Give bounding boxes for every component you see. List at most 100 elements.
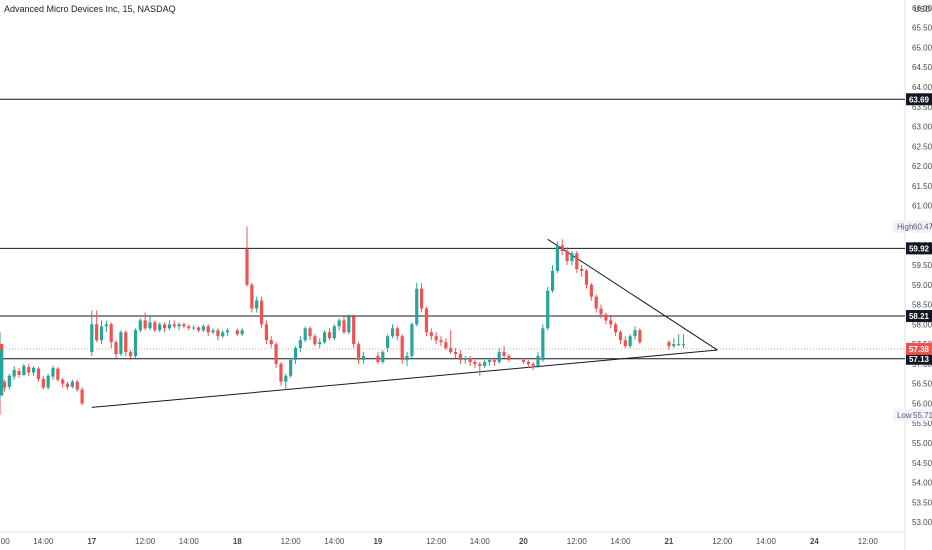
candle-body xyxy=(65,383,70,387)
candle-body xyxy=(536,355,540,366)
candle-body xyxy=(546,290,550,329)
y-tick-label: 54.50 xyxy=(912,459,932,468)
candle-body xyxy=(211,330,215,333)
candle-body xyxy=(376,355,380,362)
candle-body xyxy=(614,324,618,333)
level-tag-label: 59.92 xyxy=(909,244,930,253)
candle-body xyxy=(221,332,225,337)
currency-label: USD xyxy=(914,5,931,14)
candle-body xyxy=(361,355,365,360)
candle-body xyxy=(497,352,501,362)
candle-body xyxy=(526,361,530,364)
candle-body xyxy=(420,288,424,309)
x-tick-label: 12:00 xyxy=(712,537,733,546)
y-tick-label: 58.50 xyxy=(912,301,932,310)
candle-body xyxy=(609,320,613,325)
candle-body xyxy=(618,332,623,341)
candle-body xyxy=(162,324,167,329)
candle-body xyxy=(80,389,84,404)
candle-body xyxy=(284,375,288,382)
candle-body xyxy=(594,296,598,309)
candle-body xyxy=(216,330,220,337)
x-tick-label: 14:00 xyxy=(179,537,200,546)
candle-body xyxy=(250,284,254,309)
candle-body xyxy=(201,326,205,331)
level-tag-bg xyxy=(906,352,932,365)
candle-body xyxy=(565,251,569,262)
x-tick-label: 14:00 xyxy=(33,537,54,546)
price-axis[interactable]: 53.00 53.50 54.00 54.50 55.00 55.50 56.00 56.50… xyxy=(912,4,932,527)
level-tag-label: 57.13 xyxy=(909,355,930,364)
candle-body xyxy=(138,320,142,331)
candle-body xyxy=(143,320,147,329)
candle-body xyxy=(293,348,298,360)
candle-body xyxy=(487,359,492,362)
candle-body xyxy=(502,352,506,356)
candle-body xyxy=(12,369,16,377)
x-tick-label: 14:00 xyxy=(756,537,777,546)
candle-body xyxy=(245,249,249,285)
candle-body xyxy=(589,284,593,297)
candle-body xyxy=(269,340,273,345)
candle-body xyxy=(133,330,138,356)
low-marker-bg xyxy=(893,408,931,421)
candle-body xyxy=(580,268,584,271)
candle-body xyxy=(667,342,671,347)
candle-body xyxy=(327,332,332,339)
candle-body xyxy=(124,332,128,353)
candle-body xyxy=(255,300,259,309)
candle-body xyxy=(7,375,11,387)
candle-body xyxy=(458,354,462,360)
candle-body xyxy=(177,324,181,327)
x-tick-label: 14:00 xyxy=(610,537,631,546)
candle-body xyxy=(400,336,404,360)
candle-body xyxy=(95,324,99,341)
candle-body xyxy=(27,367,31,373)
candle-body xyxy=(434,336,438,341)
candle-body xyxy=(599,308,603,315)
candle-body xyxy=(129,352,133,356)
candle-body xyxy=(570,253,574,262)
candle-body xyxy=(279,363,283,382)
candle-body xyxy=(90,324,94,353)
y-tick-label: 55.00 xyxy=(912,439,932,448)
y-tick-label: 53.50 xyxy=(912,498,932,507)
candle-body xyxy=(352,316,356,345)
x-tick-label: 17 xyxy=(87,537,96,546)
y-tick-label: 65.00 xyxy=(912,43,932,52)
candle-body xyxy=(337,320,341,327)
low-marker-value: 55.71 xyxy=(913,411,932,420)
chart-title: Advanced Micro Devices Inc, 15, NASDAQ xyxy=(4,4,176,14)
x-tick-label: 12:00 xyxy=(567,537,588,546)
candle-body xyxy=(395,328,399,337)
candle-body xyxy=(17,371,21,375)
candle-body xyxy=(0,344,4,364)
x-tick-label: 12:00 xyxy=(135,537,156,546)
candle-body xyxy=(449,348,453,353)
candle-body xyxy=(478,363,482,366)
candle-body xyxy=(444,342,448,349)
candle-body xyxy=(2,381,7,388)
y-tick-label: 61.00 xyxy=(912,202,932,211)
current-price-tag-bg xyxy=(906,342,932,355)
y-tick-label: 56.50 xyxy=(912,380,932,389)
candle-body xyxy=(405,355,409,360)
y-tick-label: 63.50 xyxy=(912,103,932,112)
candle-body xyxy=(206,326,210,333)
candle-body xyxy=(521,359,526,362)
low-marker-tag: Low xyxy=(897,411,912,420)
candle-body xyxy=(148,322,152,329)
candle-body xyxy=(153,322,157,331)
candle-body xyxy=(604,314,608,321)
candle-body xyxy=(99,326,104,341)
candle-body xyxy=(0,344,4,349)
candle-body xyxy=(318,342,322,345)
candle-body xyxy=(575,253,579,269)
candle-body xyxy=(429,332,433,337)
candle-body xyxy=(22,365,26,375)
time-axis[interactable]: 12:00 14:00 17 12:00 14:00 18 12:00 14:00 19 12:0… xyxy=(0,537,878,546)
candle-body xyxy=(274,344,278,364)
y-tick-label: 55.50 xyxy=(912,419,932,428)
x-tick-label: 20 xyxy=(519,537,528,546)
